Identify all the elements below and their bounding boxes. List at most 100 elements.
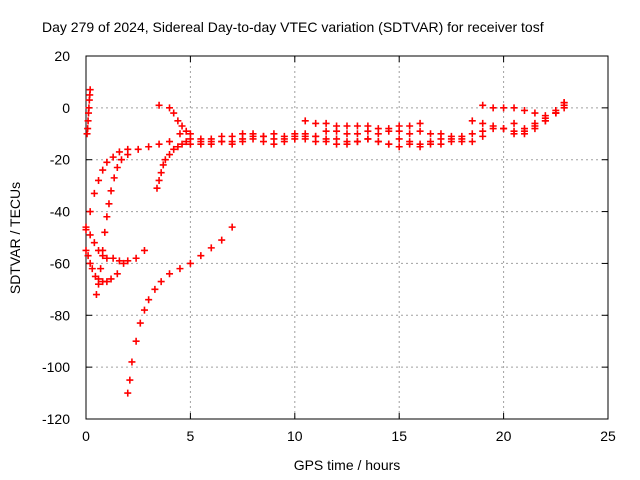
data-point bbox=[531, 109, 539, 117]
data-point bbox=[166, 151, 174, 159]
data-point bbox=[109, 254, 117, 262]
data-point bbox=[174, 143, 182, 151]
data-point bbox=[218, 236, 226, 244]
data-point bbox=[134, 145, 142, 153]
data-point bbox=[132, 254, 140, 262]
data-point bbox=[170, 145, 178, 153]
data-point bbox=[155, 176, 163, 184]
data-point bbox=[301, 135, 309, 143]
data-point bbox=[207, 244, 215, 252]
data-point bbox=[385, 125, 393, 133]
data-series bbox=[479, 99, 568, 120]
data-point bbox=[128, 358, 136, 366]
data-point bbox=[85, 104, 93, 112]
data-point bbox=[479, 132, 487, 140]
y-tick-label: 20 bbox=[54, 48, 70, 64]
data-point bbox=[182, 127, 190, 135]
data-point bbox=[174, 117, 182, 125]
data-point bbox=[99, 166, 107, 174]
data-point bbox=[500, 104, 508, 112]
y-tick-label: -80 bbox=[50, 307, 70, 323]
data-point bbox=[364, 135, 372, 143]
data-point bbox=[97, 265, 105, 273]
data-point bbox=[84, 125, 92, 133]
data-point bbox=[531, 119, 539, 127]
data-point bbox=[374, 125, 382, 133]
data-point bbox=[107, 187, 115, 195]
data-point bbox=[520, 125, 528, 133]
data-point bbox=[333, 122, 341, 130]
x-tick-labels: 0 5 10 15 20 25 bbox=[82, 428, 616, 444]
data-point bbox=[427, 130, 435, 138]
data-point bbox=[312, 119, 320, 127]
data-point bbox=[105, 200, 113, 208]
x-tick-label: 10 bbox=[287, 428, 303, 444]
data-point bbox=[468, 130, 476, 138]
data-point bbox=[416, 119, 424, 127]
data-point bbox=[145, 296, 153, 304]
data-point bbox=[88, 265, 96, 273]
data-point bbox=[218, 138, 226, 146]
data-point bbox=[120, 259, 128, 267]
data-point bbox=[113, 163, 121, 171]
data-point bbox=[353, 138, 361, 146]
data-point bbox=[186, 259, 194, 267]
x-tick-label: 15 bbox=[391, 428, 407, 444]
data-point bbox=[406, 122, 414, 130]
axis-ticks bbox=[85, 55, 609, 420]
data-point bbox=[166, 138, 174, 146]
data-point bbox=[343, 140, 351, 148]
data-point bbox=[140, 246, 148, 254]
data-point bbox=[124, 257, 132, 265]
y-axis-label: SDTVAR / TECUs bbox=[7, 182, 23, 294]
y-tick-label: 0 bbox=[62, 100, 70, 116]
x-tick-label: 20 bbox=[496, 428, 512, 444]
data-point bbox=[157, 169, 165, 177]
data-point bbox=[103, 213, 111, 221]
data-point bbox=[86, 208, 94, 216]
data-point bbox=[140, 306, 148, 314]
data-point bbox=[395, 135, 403, 143]
data-point bbox=[103, 278, 111, 286]
data-point bbox=[95, 280, 103, 288]
data-point bbox=[385, 140, 393, 148]
data-point bbox=[90, 189, 98, 197]
data-point bbox=[458, 135, 466, 143]
data-point bbox=[166, 104, 174, 112]
data-point bbox=[468, 138, 476, 146]
data-point bbox=[86, 231, 94, 239]
data-point bbox=[151, 285, 159, 293]
data-point bbox=[312, 138, 320, 146]
data-point bbox=[228, 223, 236, 231]
data-point bbox=[489, 122, 497, 130]
data-point bbox=[161, 156, 169, 164]
data-point bbox=[322, 127, 330, 135]
data-point bbox=[178, 122, 186, 130]
data-point bbox=[259, 138, 267, 146]
data-point bbox=[124, 389, 132, 397]
data-point bbox=[541, 114, 549, 122]
data-point bbox=[228, 140, 236, 148]
data-point bbox=[479, 101, 487, 109]
data-point bbox=[280, 135, 288, 143]
data-point bbox=[117, 156, 125, 164]
data-point bbox=[170, 109, 178, 117]
data-series bbox=[510, 104, 568, 133]
chart-title: Day 279 of 2024, Sidereal Day-to-day VTE… bbox=[42, 19, 544, 35]
data-point bbox=[103, 254, 111, 262]
data-point bbox=[197, 252, 205, 260]
data-point bbox=[90, 239, 98, 247]
data-point bbox=[155, 101, 163, 109]
data-point bbox=[500, 125, 508, 133]
data-point bbox=[395, 122, 403, 130]
data-point bbox=[182, 138, 190, 146]
y-tick-label: -20 bbox=[50, 152, 70, 168]
x-tick-label: 0 bbox=[82, 428, 90, 444]
data-point bbox=[520, 106, 528, 114]
data-point bbox=[416, 143, 424, 151]
data-point bbox=[343, 130, 351, 138]
data-point bbox=[510, 119, 518, 127]
data-point bbox=[166, 270, 174, 278]
data-point bbox=[92, 291, 100, 299]
data-point bbox=[510, 104, 518, 112]
